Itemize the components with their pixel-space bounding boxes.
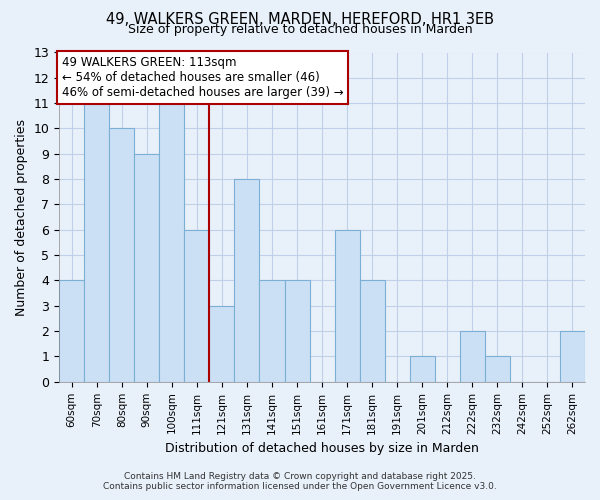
Bar [160, 103, 184, 382]
Bar [335, 230, 359, 382]
Bar [109, 128, 134, 382]
Bar [134, 154, 160, 382]
X-axis label: Distribution of detached houses by size in Marden: Distribution of detached houses by size … [165, 442, 479, 455]
Bar [84, 103, 109, 382]
Y-axis label: Number of detached properties: Number of detached properties [15, 118, 28, 316]
Text: 49, WALKERS GREEN, MARDEN, HEREFORD, HR1 3EB: 49, WALKERS GREEN, MARDEN, HEREFORD, HR1… [106, 12, 494, 28]
Text: Contains HM Land Registry data © Crown copyright and database right 2025.
Contai: Contains HM Land Registry data © Crown c… [103, 472, 497, 491]
Bar [485, 356, 510, 382]
Bar [235, 179, 259, 382]
Bar [284, 280, 310, 382]
Bar [259, 280, 284, 382]
Bar [410, 356, 435, 382]
Bar [59, 280, 84, 382]
Bar [560, 331, 585, 382]
Bar [184, 230, 209, 382]
Text: Size of property relative to detached houses in Marden: Size of property relative to detached ho… [128, 24, 472, 36]
Bar [209, 306, 235, 382]
Bar [359, 280, 385, 382]
Text: 49 WALKERS GREEN: 113sqm
← 54% of detached houses are smaller (46)
46% of semi-d: 49 WALKERS GREEN: 113sqm ← 54% of detach… [62, 56, 343, 99]
Bar [460, 331, 485, 382]
